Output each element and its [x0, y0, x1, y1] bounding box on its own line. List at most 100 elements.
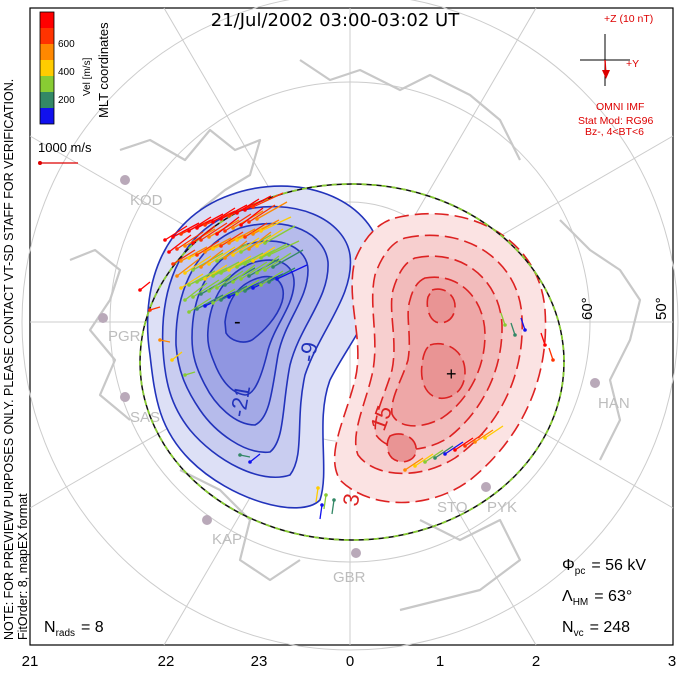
- colorbar-bin: [40, 44, 54, 60]
- velocity-vector: [196, 213, 224, 229]
- colorbar-tick: 200: [58, 95, 75, 106]
- reference-vector-label: 1000 m/s: [38, 140, 92, 155]
- velocity-vector-origin: [211, 274, 215, 278]
- velocity-vector: [212, 207, 236, 223]
- velocity-vector: [139, 281, 151, 291]
- station-markers: [98, 175, 600, 558]
- velocity-vector: [236, 198, 260, 214]
- mlt-axis: 21 22 23 0 1 2 3: [22, 653, 677, 670]
- station-label: PYK: [487, 499, 517, 516]
- velocity-vector-origin: [239, 277, 243, 281]
- velocity-vector-origin: [247, 274, 251, 278]
- velocity-vector: [168, 234, 192, 253]
- velocity-vector: [172, 249, 196, 265]
- velocity-vector: [260, 243, 288, 259]
- mlt-coordinates-label: MLT coordinates: [96, 22, 111, 118]
- velocity-vector-origin: [243, 235, 247, 239]
- velocity-vector: [188, 297, 212, 313]
- cell-min-marker: -: [234, 311, 241, 333]
- velocity-vector: [500, 312, 506, 326]
- velocity-vector-origin: [187, 229, 191, 233]
- velocity-vector: [188, 270, 216, 286]
- station-label: KAP: [212, 531, 242, 548]
- imf-dial: +Z (10 nT) +Y OMNI IMF Stat Mod: RG96 Bz…: [578, 13, 653, 138]
- velocity-vector-origin: [324, 493, 328, 497]
- latitude-label: 60°: [579, 297, 596, 320]
- velocity-vector-origin: [203, 304, 207, 308]
- velocity-vector: [204, 237, 232, 253]
- velocity-vector-origin: [170, 358, 174, 362]
- velocity-vector-origin: [227, 214, 231, 218]
- velocity-vector: [220, 285, 248, 301]
- velocity-vector: [216, 270, 244, 289]
- preview-note: NOTE: FOR PREVIEW PURPOSES ONLY. PLEASE …: [2, 79, 16, 640]
- lambda-hm-label: ΛHM = 63°: [562, 588, 632, 608]
- imf-y-label: +Y: [626, 58, 639, 70]
- latitude-label: 50°: [653, 297, 670, 320]
- velocity-vector-origin: [183, 298, 187, 302]
- velocity-vector-origin: [179, 232, 183, 236]
- velocity-vector-origin: [433, 456, 437, 460]
- velocity-vector: [256, 228, 284, 247]
- velocity-vector: [268, 240, 300, 256]
- velocity-vector-origin: [171, 235, 175, 239]
- station-label: KOD: [130, 192, 163, 209]
- velocity-vector-origin: [243, 208, 247, 212]
- contour-label: 3: [338, 492, 365, 508]
- velocity-vector: [188, 216, 212, 232]
- velocity-vector: [256, 201, 288, 220]
- velocity-vector-origin: [207, 235, 211, 239]
- mlt-tick-label: 0: [346, 653, 354, 670]
- velocity-vector-origin: [443, 452, 447, 456]
- velocity-vector: [404, 457, 424, 471]
- velocity-vector-origin: [183, 373, 187, 377]
- velocity-vector-origin: [187, 283, 191, 287]
- station-label: HAN: [598, 395, 630, 412]
- velocity-vector: [240, 261, 268, 280]
- velocity-vector: [176, 231, 204, 250]
- velocity-vector-origin: [163, 238, 167, 242]
- velocity-vector-origin: [148, 308, 152, 312]
- velocity-vector-origin: [255, 217, 259, 221]
- velocity-vector: [196, 240, 220, 256]
- mlt-tick-label: 1: [436, 653, 444, 670]
- imf-source: OMNI IMF: [596, 101, 644, 113]
- velocity-vector-origin: [199, 238, 203, 242]
- velocity-vector-origin: [215, 259, 219, 263]
- mlt-tick-label: 22: [158, 653, 175, 670]
- velocity-vector: [260, 216, 292, 232]
- velocity-vector: [184, 282, 208, 301]
- velocity-vector: [252, 219, 280, 235]
- colorbar-bin: [40, 92, 54, 108]
- velocity-vector-origin: [191, 295, 195, 299]
- phi-pc-label: Φpc = 56 kV: [562, 557, 646, 577]
- velocity-vector-origin: [219, 298, 223, 302]
- mlt-tick-label: 2: [532, 653, 540, 670]
- colorbar-bin: [40, 60, 54, 76]
- velocity-vector: [172, 222, 200, 238]
- velocity-vector: [264, 252, 292, 271]
- velocity-vector: [548, 347, 554, 361]
- velocity-vector-origin: [332, 498, 336, 502]
- velocity-vector: [444, 441, 464, 455]
- velocity-vector: [331, 499, 335, 515]
- velocity-vector: [510, 322, 516, 336]
- velocity-vector-origin: [503, 323, 507, 327]
- velocity-vector-origin: [316, 486, 320, 490]
- velocity-vector: [180, 246, 208, 262]
- velocity-vector: [212, 261, 240, 277]
- velocity-vector: [272, 249, 304, 268]
- velocity-vector-origin: [413, 464, 417, 468]
- velocity-vector: [520, 317, 526, 331]
- station-label: SAS: [130, 409, 160, 426]
- velocity-vector: [224, 240, 248, 259]
- velocity-vector-origin: [219, 271, 223, 275]
- velocity-vector: [244, 222, 268, 238]
- velocity-vector: [244, 276, 272, 292]
- velocity-vector-origin: [191, 241, 195, 245]
- mlt-tick-label: 21: [22, 653, 39, 670]
- velocity-vector-origin: [207, 262, 211, 266]
- velocity-vector: [200, 249, 224, 268]
- velocity-vector-origin: [223, 283, 227, 287]
- velocity-vector: [276, 264, 308, 280]
